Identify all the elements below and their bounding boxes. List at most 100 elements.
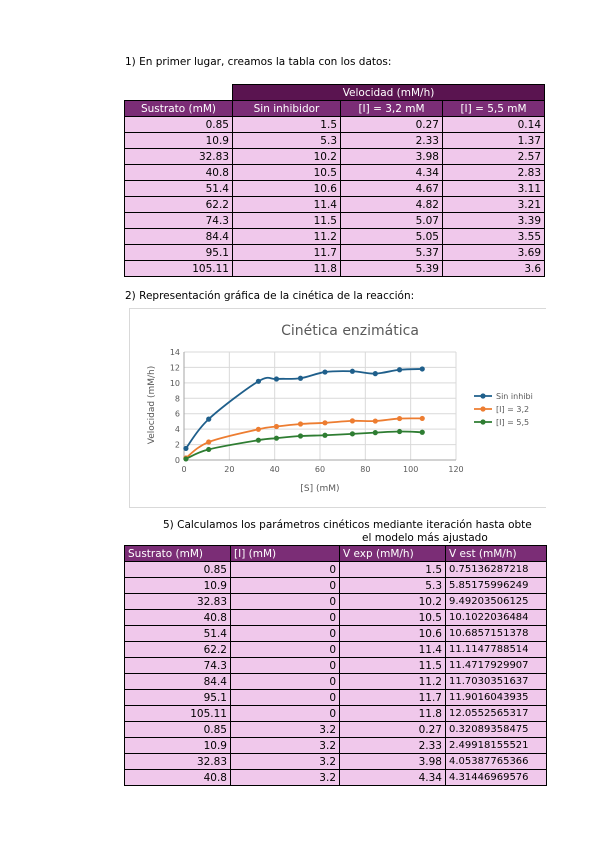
data-point — [396, 415, 403, 422]
table-cell: 4.31446969576 — [445, 769, 547, 786]
data-point — [273, 423, 280, 430]
legend-label: Sin inhibi — [496, 392, 533, 401]
table-cell: 2.83 — [441, 164, 546, 181]
data-point — [396, 367, 403, 373]
data-point — [322, 420, 328, 426]
table-cell: 3.6 — [441, 260, 546, 277]
data-point — [297, 433, 304, 439]
table-cell: 0.85 — [124, 116, 233, 133]
table-cell: 3.11 — [441, 180, 546, 197]
data-point — [255, 426, 262, 432]
table-cell: 3.98 — [340, 148, 443, 165]
table-row: 40.8 0 10.5 10.1022036484 — [124, 609, 547, 626]
x-tick-label: 120 — [448, 465, 463, 474]
table-cell: 40.8 — [124, 769, 231, 786]
data-point — [322, 432, 328, 438]
table-cell: 12.0552565317 — [445, 705, 547, 722]
table-row: 84.4 11.2 5.05 3.55 — [124, 228, 546, 245]
table-cell: 3.2 — [230, 737, 340, 754]
table-cell: 95.1 — [124, 244, 233, 261]
table-row: 10.9 5.3 2.33 1.37 — [124, 132, 546, 149]
table-cell: 10.9 — [124, 577, 231, 594]
table-cell: 95.1 — [124, 689, 231, 706]
data-point — [297, 375, 304, 381]
x-tick-label: 0 — [181, 465, 186, 474]
table-cell: 3.2 — [230, 721, 340, 738]
data-point — [322, 369, 328, 375]
table-row: 74.3 0 11.5 11.4717929907 — [124, 657, 547, 674]
data-point — [273, 376, 280, 382]
table-cell: 5.3 — [232, 132, 341, 149]
data-point — [349, 431, 356, 437]
table-cell: 11.4 — [339, 641, 446, 658]
header-no-inhibitor: Sin inhibidor — [232, 100, 341, 117]
table-cell: 11.4 — [232, 196, 341, 213]
table-cell: 11.5 — [232, 212, 341, 229]
table-cell: 0.75136287218 — [445, 561, 547, 578]
table-row: 32.83 3.2 3.98 4.05387765366 — [124, 753, 547, 770]
table-cell: 10.5 — [339, 609, 446, 626]
table-cell: 11.7 — [339, 689, 446, 706]
table-cell: 11.4717929907 — [445, 657, 547, 674]
table-cell: 62.2 — [124, 641, 231, 658]
table-cell: 5.85175996249 — [445, 577, 547, 594]
table-cell: 3.2 — [230, 769, 340, 786]
table-cell: 11.8 — [232, 260, 341, 277]
table-cell: 2.33 — [340, 132, 443, 149]
header-v-exp: V exp (mM/h) — [339, 545, 446, 562]
table-row: 84.4 0 11.2 11.7030351637 — [124, 673, 547, 690]
x-tick-label: 40 — [270, 465, 280, 474]
x-axis-label: [S] (mM) — [300, 484, 339, 494]
table-cell: 11.7 — [232, 244, 341, 261]
table-cell: 10.1022036484 — [445, 609, 547, 626]
data-point — [396, 428, 403, 435]
table-cell: 10.2 — [232, 148, 341, 165]
table-cell: 11.9016043935 — [445, 689, 547, 706]
table-cell: 0 — [230, 561, 340, 578]
table-cell: 4.34 — [339, 769, 446, 786]
legend-marker — [480, 419, 486, 425]
table-cell: 0 — [230, 593, 340, 610]
table-cell: 32.83 — [124, 593, 231, 610]
table-cell: 32.83 — [124, 148, 233, 165]
table-cell: 1.5 — [232, 116, 341, 133]
table-cell: 40.8 — [124, 609, 231, 626]
table-cell: 11.2 — [232, 228, 341, 245]
data-point — [183, 456, 189, 462]
table-cell: 0 — [230, 673, 340, 690]
table-cell: 3.98 — [339, 753, 446, 770]
section5-subheading: el modelo más ajustado — [362, 532, 488, 544]
y-tick-label: 4 — [175, 425, 180, 434]
table-cell: 74.3 — [124, 657, 231, 674]
legend-marker — [480, 406, 486, 412]
data-point — [372, 418, 378, 424]
table-row: 62.2 0 11.4 11.1147788514 — [124, 641, 547, 658]
data-point — [419, 415, 425, 422]
table-row: 51.4 0 10.6 10.6857151378 — [124, 625, 547, 642]
table-cell: 0 — [230, 577, 340, 594]
table-cell: 10.9 — [124, 132, 233, 149]
x-tick-label: 20 — [224, 465, 234, 474]
series-line — [185, 368, 423, 449]
table-cell: 62.2 — [124, 196, 233, 213]
table-cell: 32.83 — [124, 753, 231, 770]
table-cell: 5.37 — [340, 244, 443, 261]
header-v-est: V est (mM/h) — [445, 545, 547, 562]
x-tick-label: 80 — [360, 465, 370, 474]
table-cell: 2.57 — [441, 148, 546, 165]
table-row: 105.11 11.8 5.39 3.6 — [124, 260, 546, 277]
y-tick-label: 8 — [175, 394, 180, 403]
table-cell: 0 — [230, 689, 340, 706]
data-point — [419, 366, 425, 372]
table-cell: 0 — [230, 625, 340, 642]
table-row: 62.2 11.4 4.82 3.21 — [124, 196, 546, 213]
table-cell: 0 — [230, 657, 340, 674]
table-row: 74.3 11.5 5.07 3.39 — [124, 212, 546, 229]
table-cell: 4.34 — [340, 164, 443, 181]
data-point — [273, 435, 280, 441]
table-row: 105.11 0 11.8 12.0552565317 — [124, 705, 547, 722]
blank-cell — [124, 84, 233, 101]
header-inhibitor: [I] (mM) — [230, 545, 340, 562]
table-cell: 10.2 — [339, 593, 446, 610]
data-point — [372, 371, 378, 377]
